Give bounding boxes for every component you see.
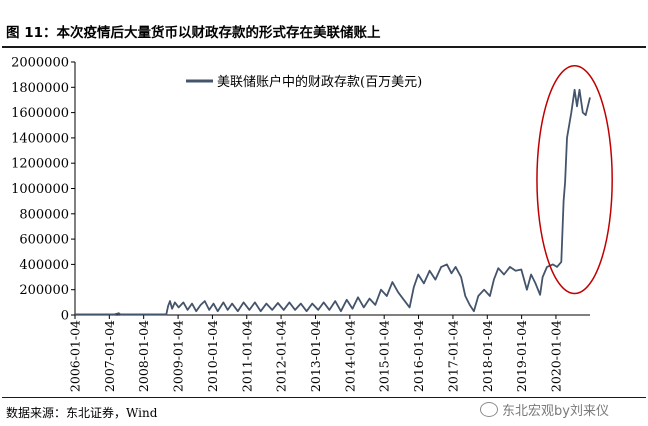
x-tick-label: 2007-01-04 — [102, 320, 117, 392]
wechat-icon — [480, 402, 498, 417]
y-tick-label: 600000 — [19, 233, 69, 248]
x-tick-label: 2006-01-04 — [68, 320, 83, 392]
x-tick-label: 2017-01-04 — [445, 320, 460, 392]
x-tick-label: 2019-01-04 — [514, 320, 529, 392]
x-tick-label: 2010-01-04 — [205, 320, 220, 392]
series-line-0 — [75, 88, 591, 316]
series-layer — [75, 88, 591, 316]
x-axis: 2006-01-04 2007-01-04 2008-01-04 2009-01-04… — [68, 314, 590, 392]
x-tick-label: 2009-01-04 — [171, 320, 186, 392]
watermark: 东北宏观by刘来仪 — [480, 400, 609, 419]
y-tick-label: 1200000 — [11, 157, 69, 172]
highlight-ellipse — [536, 65, 613, 295]
x-tick-label: 2015-01-04 — [377, 320, 392, 392]
annotation-layer — [536, 65, 613, 295]
x-tick-label: 2016-01-04 — [411, 320, 426, 392]
x-tick-label: 2020-01-04 — [548, 320, 563, 392]
watermark-text: 东北宏观by刘来仪 — [502, 404, 609, 419]
y-tick-label: 0 — [61, 309, 69, 324]
y-tick-label: 400000 — [19, 258, 69, 273]
y-axis: 0 200000 400000 600000 800000 1000000 1200000 1… — [11, 56, 76, 324]
legend: 美联储账户中的财政存款(百万美元) — [186, 74, 422, 90]
footer-rule — [2, 397, 646, 398]
y-tick-label: 1800000 — [11, 81, 69, 96]
x-tick-label: 2018-01-04 — [480, 320, 495, 392]
y-tick-label: 1600000 — [11, 106, 69, 121]
x-tick-label: 2014-01-04 — [342, 320, 357, 392]
figure-title: 图 11：本次疫情后大量货币以财政存款的形式存在美联储账上 — [6, 25, 381, 41]
x-tick-label: 2012-01-04 — [274, 320, 289, 392]
title-rule — [2, 46, 646, 48]
y-tick-label: 2000000 — [11, 56, 69, 71]
y-tick-label: 1000000 — [11, 182, 69, 197]
y-tick-label: 200000 — [19, 283, 69, 298]
x-tick-label: 2008-01-04 — [136, 320, 151, 392]
x-tick-label: 2011-01-04 — [239, 320, 254, 392]
y-tick-label: 1400000 — [11, 131, 69, 146]
source-note: 数据来源：东北证券，Wind — [6, 406, 158, 420]
x-tick-label: 2013-01-04 — [308, 320, 323, 392]
legend-label: 美联储账户中的财政存款(百万美元) — [217, 74, 422, 90]
y-tick-label: 800000 — [19, 207, 69, 222]
